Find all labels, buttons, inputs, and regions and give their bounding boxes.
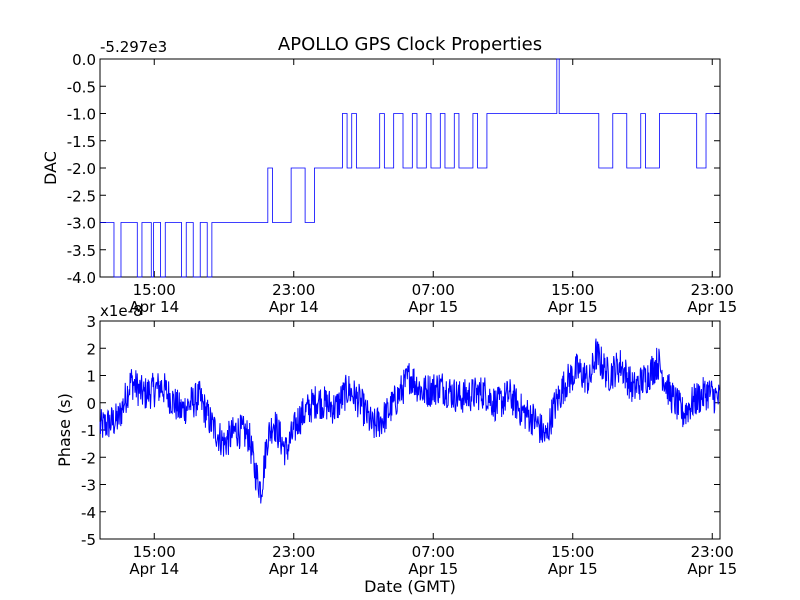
y-tick-label: -3 xyxy=(81,477,96,495)
x-tick-date: Apr 15 xyxy=(548,298,598,316)
y-tick-label: -5 xyxy=(81,531,96,549)
y-tick-label: -4.0 xyxy=(67,269,96,287)
x-tick-time: 23:00 xyxy=(691,281,734,299)
x-tick-time: 15:00 xyxy=(551,543,594,561)
x-tick-date: Apr 14 xyxy=(269,298,319,316)
y-tick-label: -3.0 xyxy=(67,215,96,233)
dac-line xyxy=(100,58,720,278)
chart-title: APOLLO GPS Clock Properties xyxy=(278,34,542,55)
phase-line xyxy=(99,338,721,504)
dac-y-label: DAC xyxy=(41,151,60,185)
y-tick-label: -1 xyxy=(81,422,96,440)
dac-offset-label: -5.297e3 xyxy=(100,38,167,56)
x-tick-time: 07:00 xyxy=(412,281,455,299)
y-tick-label: -3.5 xyxy=(67,242,96,260)
y-tick-label: 3 xyxy=(86,313,96,331)
y-tick-label: -4 xyxy=(81,504,96,522)
y-tick-label: -2.5 xyxy=(67,187,96,205)
y-tick-label: -1.0 xyxy=(67,106,96,124)
x-tick-date: Apr 14 xyxy=(129,298,179,316)
x-tick-date: Apr 14 xyxy=(269,560,319,578)
phase-series xyxy=(99,338,721,504)
x-tick-time: 15:00 xyxy=(551,281,594,299)
y-tick-label: -1.5 xyxy=(67,133,96,151)
y-tick-label: -0.5 xyxy=(67,78,96,96)
y-tick-label: 0 xyxy=(86,395,96,413)
y-tick-label: 0.0 xyxy=(72,51,96,69)
x-tick-date: Apr 15 xyxy=(687,560,737,578)
phase-x-label: Date (GMT) xyxy=(364,577,456,596)
y-tick-label: 1 xyxy=(86,368,96,386)
phase-offset-label: x1e-8 xyxy=(100,302,143,320)
phase-y-ticks: 3 2 1 0 -1 -2 -3 -4 -5 xyxy=(81,313,720,549)
x-tick-date: Apr 15 xyxy=(687,298,737,316)
phase-axes-frame xyxy=(99,320,721,540)
dac-plot: -5.297e3 0.0 -0.5 -1.0 -1.5 -2.0 -2.5 -3.0 -3.5… xyxy=(41,38,737,316)
dac-y-ticks: 0.0 -0.5 -1.0 -1.5 -2.0 -2.5 -3.0 -3.5 -4.0 xyxy=(67,51,720,287)
x-tick-time: 23:00 xyxy=(272,281,315,299)
x-tick-date: Apr 14 xyxy=(129,560,179,578)
x-tick-time: 07:00 xyxy=(412,543,455,561)
x-tick-time: 23:00 xyxy=(691,543,734,561)
phase-y-label: Phase (s) xyxy=(55,393,74,467)
x-tick-time: 15:00 xyxy=(133,281,176,299)
y-tick-label: -2 xyxy=(81,449,96,467)
x-tick-time: 15:00 xyxy=(133,543,176,561)
x-tick-date: Apr 15 xyxy=(408,298,458,316)
x-tick-date: Apr 15 xyxy=(548,560,598,578)
y-tick-label: -2.0 xyxy=(67,160,96,178)
dac-series xyxy=(100,58,720,278)
y-tick-label: 2 xyxy=(86,340,96,358)
x-tick-date: Apr 15 xyxy=(408,560,458,578)
x-tick-time: 23:00 xyxy=(272,543,315,561)
